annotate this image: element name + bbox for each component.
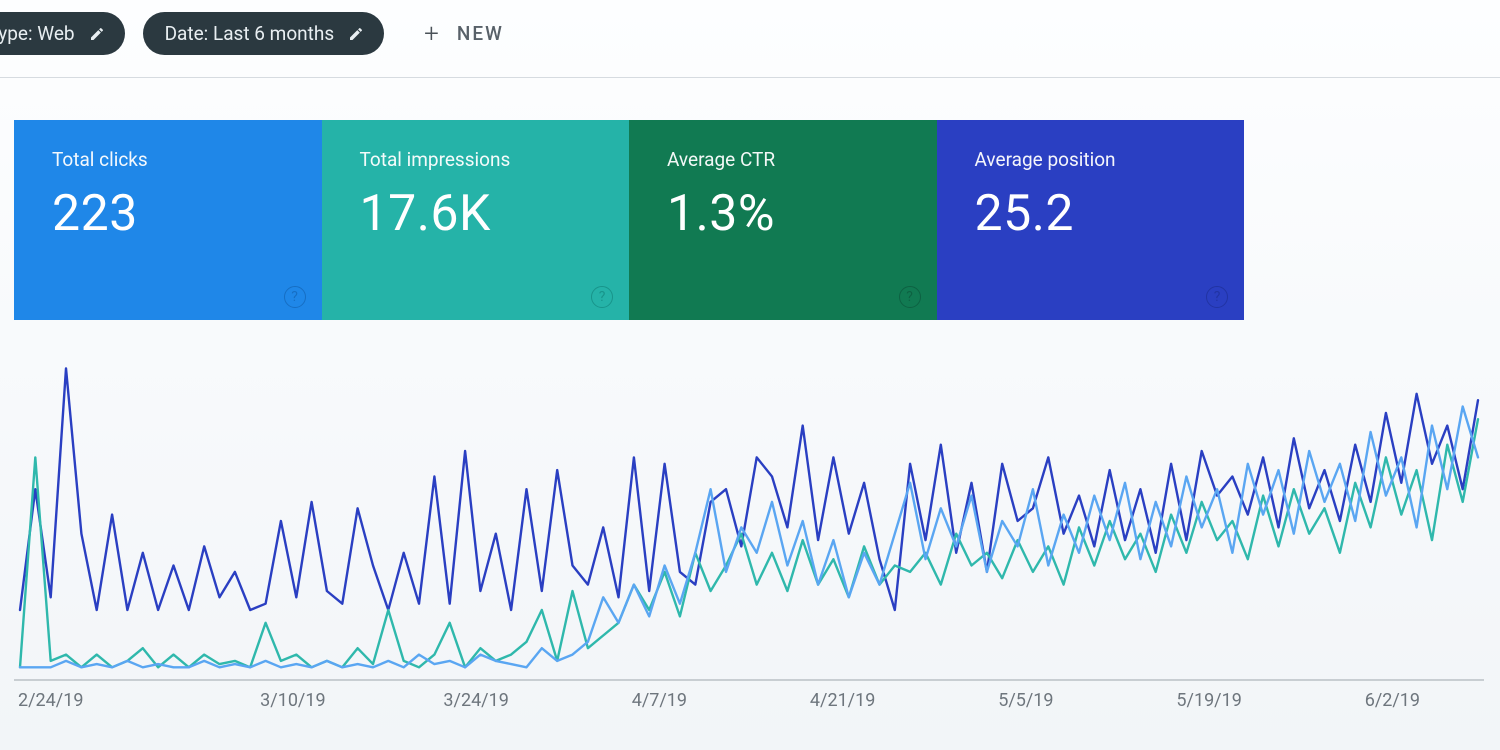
- help-icon[interactable]: ?: [591, 286, 613, 308]
- pencil-icon: [348, 26, 364, 42]
- x-axis-tick-label: 3/10/19: [201, 690, 384, 711]
- metric-card-value: 17.6K: [360, 185, 602, 243]
- x-axis-tick-label: 5/5/19: [934, 690, 1117, 711]
- metric-card[interactable]: Average position 25.2?: [937, 120, 1245, 320]
- metric-card[interactable]: Average CTR 1.3%?: [629, 120, 937, 320]
- metric-card[interactable]: Total clicks 223?: [14, 120, 322, 320]
- metric-card-label: Average CTR: [667, 148, 909, 171]
- metric-card[interactable]: Total impressions 17.6K?: [322, 120, 630, 320]
- chart-series-clicks: [20, 368, 1478, 610]
- x-axis-tick-label: 5/19/19: [1118, 690, 1301, 711]
- filter-chip-date[interactable]: Date: Last 6 months: [143, 12, 385, 55]
- metric-cards-row: Total clicks223?Total impressions17.6K?A…: [14, 120, 1244, 320]
- metric-card-value: 223: [52, 185, 294, 243]
- filter-chip-type-label: type: Web: [0, 22, 75, 45]
- plus-icon: +: [424, 19, 441, 49]
- help-icon[interactable]: ?: [1206, 286, 1228, 308]
- help-icon[interactable]: ?: [899, 286, 921, 308]
- filter-chip-date-label: Date: Last 6 months: [165, 22, 335, 45]
- x-axis-tick-label: 3/24/19: [385, 690, 568, 711]
- chart-x-axis-labels: 2/24/193/10/193/24/194/7/194/21/195/5/19…: [14, 690, 1484, 711]
- filter-chip-type[interactable]: type: Web: [0, 12, 125, 55]
- chart-series-position: [20, 407, 1478, 668]
- x-axis-tick-label: 4/21/19: [751, 690, 934, 711]
- metric-card-label: Total clicks: [52, 148, 294, 171]
- metric-card-label: Average position: [975, 148, 1217, 171]
- help-icon[interactable]: ?: [284, 286, 306, 308]
- x-axis-tick-label: 6/2/19: [1301, 690, 1484, 711]
- performance-chart: 2/24/193/10/193/24/194/7/194/21/195/5/19…: [14, 354, 1484, 711]
- metric-card-value: 1.3%: [667, 185, 909, 243]
- new-filter-button[interactable]: + NEW: [402, 19, 504, 49]
- metric-card-value: 25.2: [975, 185, 1217, 243]
- chart-series-impressions: [20, 419, 1478, 667]
- pencil-icon: [89, 26, 105, 42]
- new-filter-label: NEW: [457, 22, 504, 45]
- metric-card-label: Total impressions: [360, 148, 602, 171]
- x-axis-tick-label: 2/24/19: [18, 690, 201, 711]
- x-axis-tick-label: 4/7/19: [568, 690, 751, 711]
- filter-bar: type: Web Date: Last 6 months + NEW: [0, 0, 1500, 78]
